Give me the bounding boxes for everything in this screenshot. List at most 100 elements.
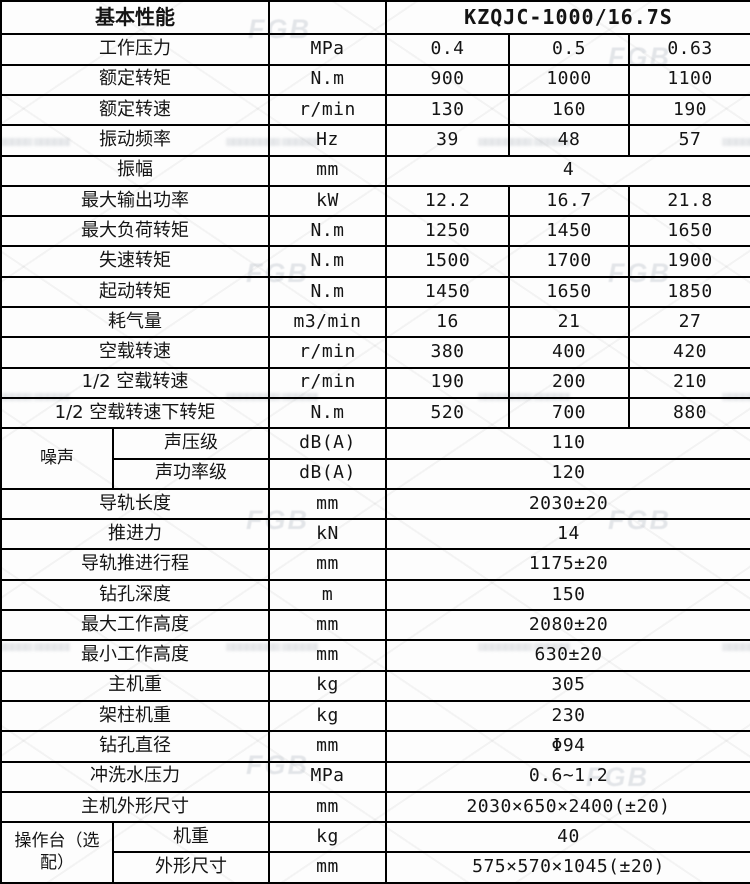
row-unit: Hz bbox=[268, 124, 387, 157]
row-value: 21.8 bbox=[628, 184, 750, 218]
row-unit: kW bbox=[268, 184, 387, 218]
row-unit: mm bbox=[268, 730, 387, 763]
row-value: 16.7 bbox=[508, 184, 630, 218]
row-value: 110 bbox=[385, 427, 750, 460]
row-label: 振幅 bbox=[0, 154, 270, 187]
row-value: 0.5 bbox=[508, 33, 630, 66]
row-value: 305 bbox=[385, 669, 750, 702]
row-value: 16 bbox=[385, 306, 510, 339]
spec-row: 导轨长度 mm 2030±20 bbox=[0, 487, 750, 521]
row-value: 40 bbox=[385, 821, 750, 854]
spec-row: 1/2 空载转速 r/min 190 200 210 bbox=[0, 366, 750, 399]
row-label: 导轨长度 bbox=[0, 487, 270, 521]
row-unit: mm bbox=[268, 851, 387, 884]
row-value: 1650 bbox=[628, 215, 750, 248]
row-value: 2030±20 bbox=[385, 487, 750, 521]
spec-row: 钻孔直径 mm Φ94 bbox=[0, 730, 750, 763]
spec-row: 额定转速 r/min 130 160 190 bbox=[0, 93, 750, 127]
spec-row: 声功率级 dB(A) 120 bbox=[1, 457, 750, 490]
row-unit: r/min bbox=[268, 93, 387, 127]
row-value: 1450 bbox=[385, 275, 510, 309]
spec-row: 空载转速 r/min 380 400 420 bbox=[0, 336, 750, 369]
row-value: 160 bbox=[508, 93, 630, 127]
row-unit: dB(A) bbox=[268, 427, 387, 460]
row-label: 导轨推进行程 bbox=[0, 548, 270, 581]
row-label: 起动转矩 bbox=[0, 275, 270, 309]
row-value: 1900 bbox=[628, 245, 750, 278]
row-value: 700 bbox=[508, 396, 630, 430]
spec-row: 外形尺寸 mm 575×570×1045(±20) bbox=[1, 851, 750, 884]
row-value: 200 bbox=[508, 366, 630, 399]
row-sublabel: 机重 bbox=[112, 821, 270, 854]
spec-row: 冲洗水压力 MPa 0.6~1.2 bbox=[0, 760, 750, 793]
row-value: 2030×650×2400(±20) bbox=[385, 790, 750, 824]
row-value: 1650 bbox=[508, 275, 630, 309]
row-unit: MPa bbox=[268, 33, 387, 66]
row-value: 190 bbox=[628, 93, 750, 127]
spec-row: 工作压力 MPa 0.4 0.5 0.63 bbox=[0, 33, 750, 66]
row-label: 空载转速 bbox=[0, 336, 270, 369]
spec-row: 额定转矩 N.m 900 1000 1100 bbox=[0, 63, 750, 96]
model-number: KZQJC-1000/16.7S bbox=[385, 0, 750, 36]
row-label: 钻孔直径 bbox=[0, 730, 270, 763]
row-value: 0.63 bbox=[628, 33, 750, 66]
row-value: 2080±20 bbox=[385, 609, 750, 642]
row-unit: kN bbox=[268, 518, 387, 551]
header-empty-unit-cell bbox=[268, 0, 387, 36]
row-unit: mm bbox=[268, 639, 387, 672]
row-unit: r/min bbox=[268, 366, 387, 399]
row-value: 1250 bbox=[385, 215, 510, 248]
spec-row: 噪声 声压级 dB(A) 110 bbox=[0, 427, 750, 490]
spec-row: 振动频率 Hz 39 48 57 bbox=[0, 124, 750, 157]
spec-row: 1/2 空载转速下转矩 N.m 520 700 880 bbox=[0, 396, 750, 430]
row-unit: kg bbox=[268, 699, 387, 733]
row-value: 1000 bbox=[508, 63, 630, 96]
spec-row: 失速转矩 N.m 1500 1700 1900 bbox=[0, 245, 750, 278]
row-unit: N.m bbox=[268, 215, 387, 248]
row-value: 14 bbox=[385, 518, 750, 551]
row-label: 主机外形尺寸 bbox=[0, 790, 270, 824]
row-value: 48 bbox=[508, 124, 630, 157]
row-sublabel: 声压级 bbox=[112, 427, 270, 460]
spec-row: 起动转矩 N.m 1450 1650 1850 bbox=[0, 275, 750, 309]
row-label: 钻孔深度 bbox=[0, 578, 270, 612]
row-unit: N.m bbox=[268, 275, 387, 309]
row-group-label: 操作台（选配） bbox=[0, 821, 114, 884]
row-group-label: 噪声 bbox=[0, 427, 114, 490]
spec-row: 操作台（选配） 机重 kg 40 bbox=[0, 821, 750, 884]
row-value: 27 bbox=[628, 306, 750, 339]
row-unit: m bbox=[268, 578, 387, 612]
row-value: 0.4 bbox=[385, 33, 510, 66]
row-unit: kg bbox=[268, 669, 387, 702]
row-value: 1850 bbox=[628, 275, 750, 309]
row-value: 880 bbox=[628, 396, 750, 430]
row-value: 130 bbox=[385, 93, 510, 127]
row-label: 1/2 空载转速下转矩 bbox=[0, 396, 270, 430]
row-value: 150 bbox=[385, 578, 750, 612]
row-label: 推进力 bbox=[0, 518, 270, 551]
spec-row: 钻孔深度 m 150 bbox=[0, 578, 750, 612]
row-value: 120 bbox=[385, 457, 750, 490]
spec-row: 振幅 mm 4 bbox=[0, 154, 750, 187]
row-value: 900 bbox=[385, 63, 510, 96]
table-title: 基本性能 bbox=[0, 0, 270, 36]
row-value: 380 bbox=[385, 336, 510, 369]
row-unit: mm bbox=[268, 548, 387, 581]
row-value: 12.2 bbox=[385, 184, 510, 218]
header-row: 基本性能 KZQJC-1000/16.7S bbox=[0, 0, 750, 36]
row-label: 冲洗水压力 bbox=[0, 760, 270, 793]
row-label: 主机重 bbox=[0, 669, 270, 702]
row-unit: N.m bbox=[268, 63, 387, 96]
spec-row: 主机外形尺寸 mm 2030×650×2400(±20) bbox=[0, 790, 750, 824]
row-unit: mm bbox=[268, 487, 387, 521]
row-label: 最大负荷转矩 bbox=[0, 215, 270, 248]
spec-row: 耗气量 m3/min 16 21 27 bbox=[0, 306, 750, 339]
row-value: 1100 bbox=[628, 63, 750, 96]
row-unit: mm bbox=[268, 154, 387, 187]
spec-row: 主机重 kg 305 bbox=[0, 669, 750, 702]
row-label: 最大工作高度 bbox=[0, 609, 270, 642]
row-value: 1700 bbox=[508, 245, 630, 278]
spec-row: 最大输出功率 kW 12.2 16.7 21.8 bbox=[0, 184, 750, 218]
row-value: 1500 bbox=[385, 245, 510, 278]
